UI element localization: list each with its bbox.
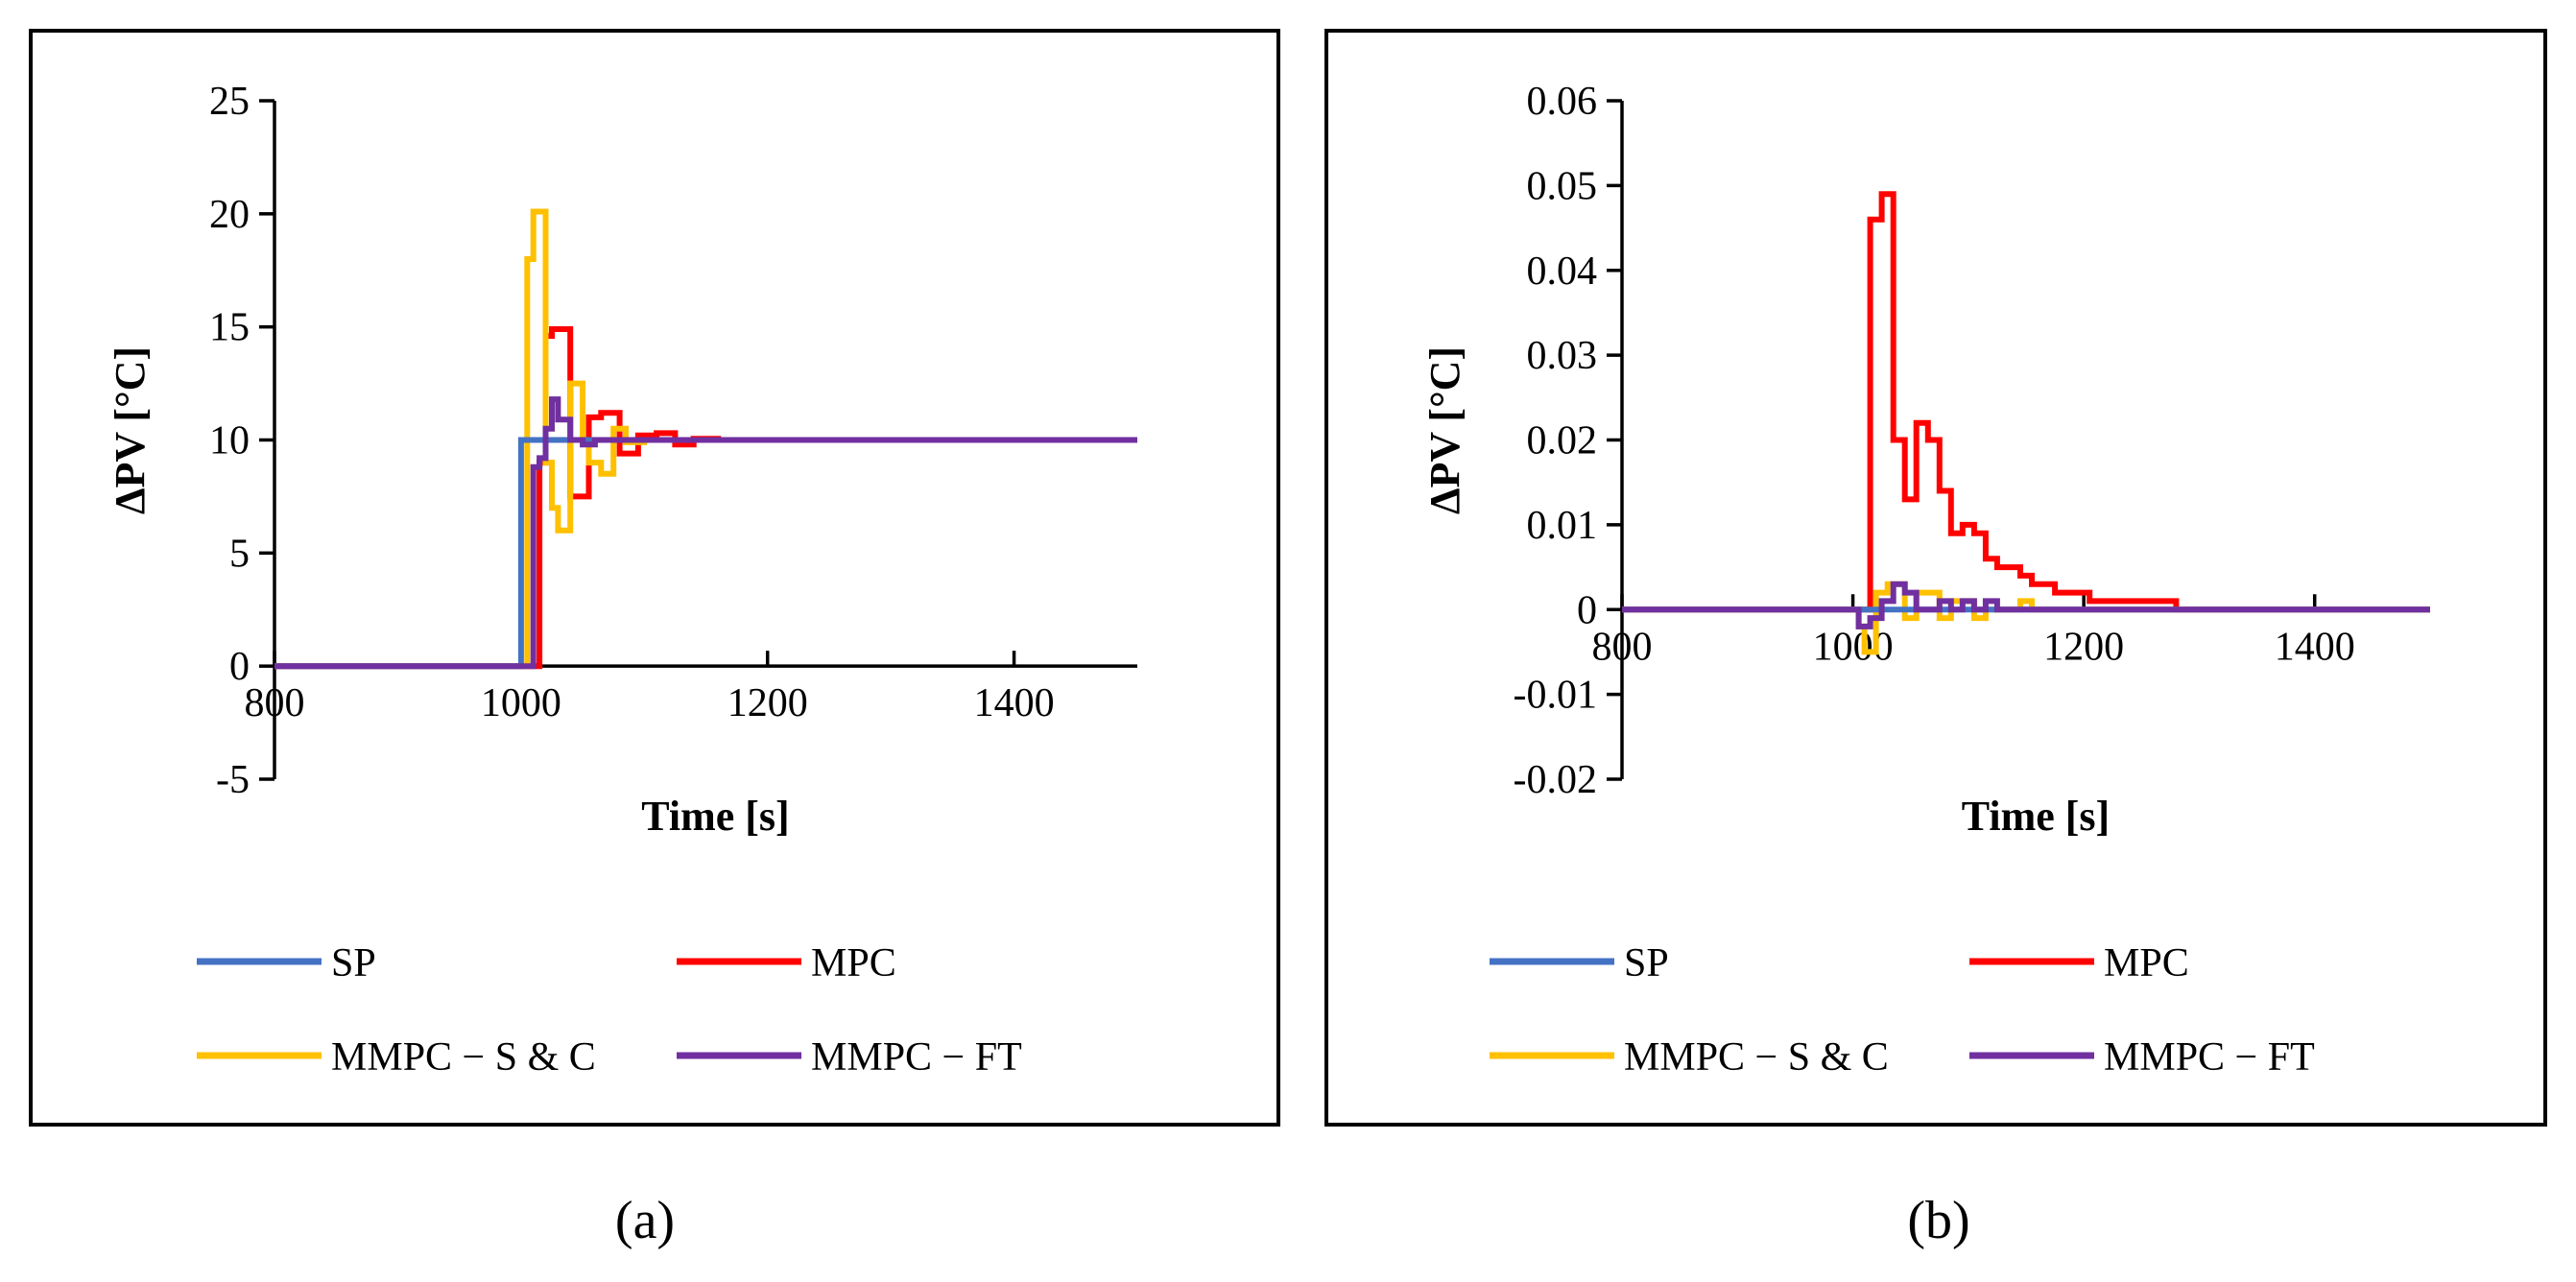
y-tick-label: 0.05 xyxy=(1527,164,1598,208)
y-tick-label: 25 xyxy=(209,80,250,124)
x-tick-label: 800 xyxy=(245,681,305,725)
y-tick-label: 0.04 xyxy=(1527,249,1598,294)
y-tick-label: 5 xyxy=(229,532,250,576)
x-tick-label: 1000 xyxy=(1813,625,1894,669)
y-tick-label: 0.01 xyxy=(1527,504,1598,548)
legend-label: MPC xyxy=(2104,941,2189,985)
x-tick-label: 1000 xyxy=(481,681,561,725)
y-tick-label: 20 xyxy=(209,193,250,237)
y-tick-label: 0 xyxy=(229,645,250,689)
legend-label: MPC xyxy=(811,941,896,985)
x-tick-label: 800 xyxy=(1592,625,1653,669)
y-tick-label: -0.02 xyxy=(1514,758,1598,802)
legend-label: SP xyxy=(331,941,376,985)
panel-caption-b: (b) xyxy=(1907,1191,1969,1250)
x-tick-label: 1200 xyxy=(2043,625,2124,669)
y-tick-label: 10 xyxy=(209,419,250,463)
y-tick-label: 0.06 xyxy=(1527,80,1598,124)
y-tick-label: 15 xyxy=(209,306,250,350)
chart-frame-b xyxy=(1324,29,2547,1127)
legend-label: MMPC − FT xyxy=(2104,1035,2315,1080)
y-axis-label: ΔPV [°C] xyxy=(1421,346,1468,514)
legend-label: MMPC − S & C xyxy=(1624,1035,1889,1080)
series-line-mmpc-ft xyxy=(274,396,1137,670)
x-tick-label: 1400 xyxy=(974,681,1055,725)
chart-panel-a: -5 0 5 10 15 20 25 800 1000 1200 1400 Time [s] ΔPV [… xyxy=(29,29,1280,1127)
series-line-mmpc-ft xyxy=(1622,581,2430,629)
x-axis-label: Time [s] xyxy=(641,793,789,840)
x-axis-label: Time [s] xyxy=(1962,793,2110,840)
series-line-mmpc-s-c xyxy=(274,208,1137,670)
y-tick-label: -0.01 xyxy=(1514,674,1598,718)
y-tick-label: 0.02 xyxy=(1527,419,1598,463)
x-tick-label: 1200 xyxy=(727,681,808,725)
x-tick-label: 1400 xyxy=(2275,625,2355,669)
legend-label: MMPC − FT xyxy=(811,1035,1022,1080)
series-line-mpc xyxy=(1622,191,2430,613)
panel-caption-a: (a) xyxy=(615,1191,675,1250)
chart-frame-a xyxy=(29,29,1280,1127)
y-axis-label: ΔPV [°C] xyxy=(107,346,154,514)
y-tick-label: 0 xyxy=(1577,588,1597,632)
y-tick-label: 0.03 xyxy=(1527,334,1598,378)
legend-label: MMPC − S & C xyxy=(331,1035,596,1080)
legend-label: SP xyxy=(1624,941,1669,985)
chart-panel-b: -0.02 -0.01 0 0.01 0.02 0.03 0.04 0.05 0.06 800 10… xyxy=(1324,29,2547,1127)
y-tick-label: -5 xyxy=(216,758,250,802)
